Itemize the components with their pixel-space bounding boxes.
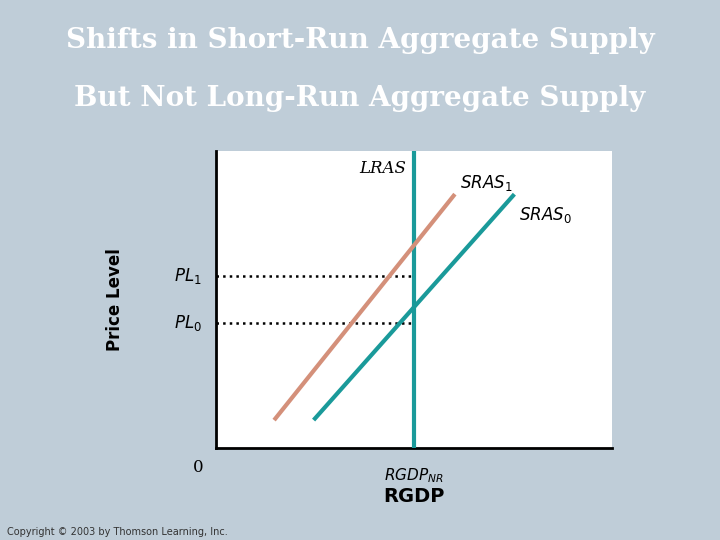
Text: Shifts in Short-Run Aggregate Supply: Shifts in Short-Run Aggregate Supply: [66, 27, 654, 54]
Text: $PL_1$: $PL_1$: [174, 266, 202, 286]
Text: $SRAS_1$: $SRAS_1$: [459, 173, 512, 193]
Text: Copyright © 2003 by Thomson Learning, Inc.: Copyright © 2003 by Thomson Learning, In…: [7, 527, 228, 537]
Text: $RGDP_{NR}$: $RGDP_{NR}$: [384, 466, 444, 485]
Text: Price Level: Price Level: [107, 248, 124, 351]
Text: 0: 0: [193, 459, 203, 476]
Text: LRAS: LRAS: [359, 160, 406, 177]
Text: But Not Long-Run Aggregate Supply: But Not Long-Run Aggregate Supply: [74, 85, 646, 112]
Text: $PL_0$: $PL_0$: [174, 313, 202, 334]
Text: $SRAS_0$: $SRAS_0$: [519, 205, 572, 225]
Text: RGDP: RGDP: [383, 487, 445, 507]
